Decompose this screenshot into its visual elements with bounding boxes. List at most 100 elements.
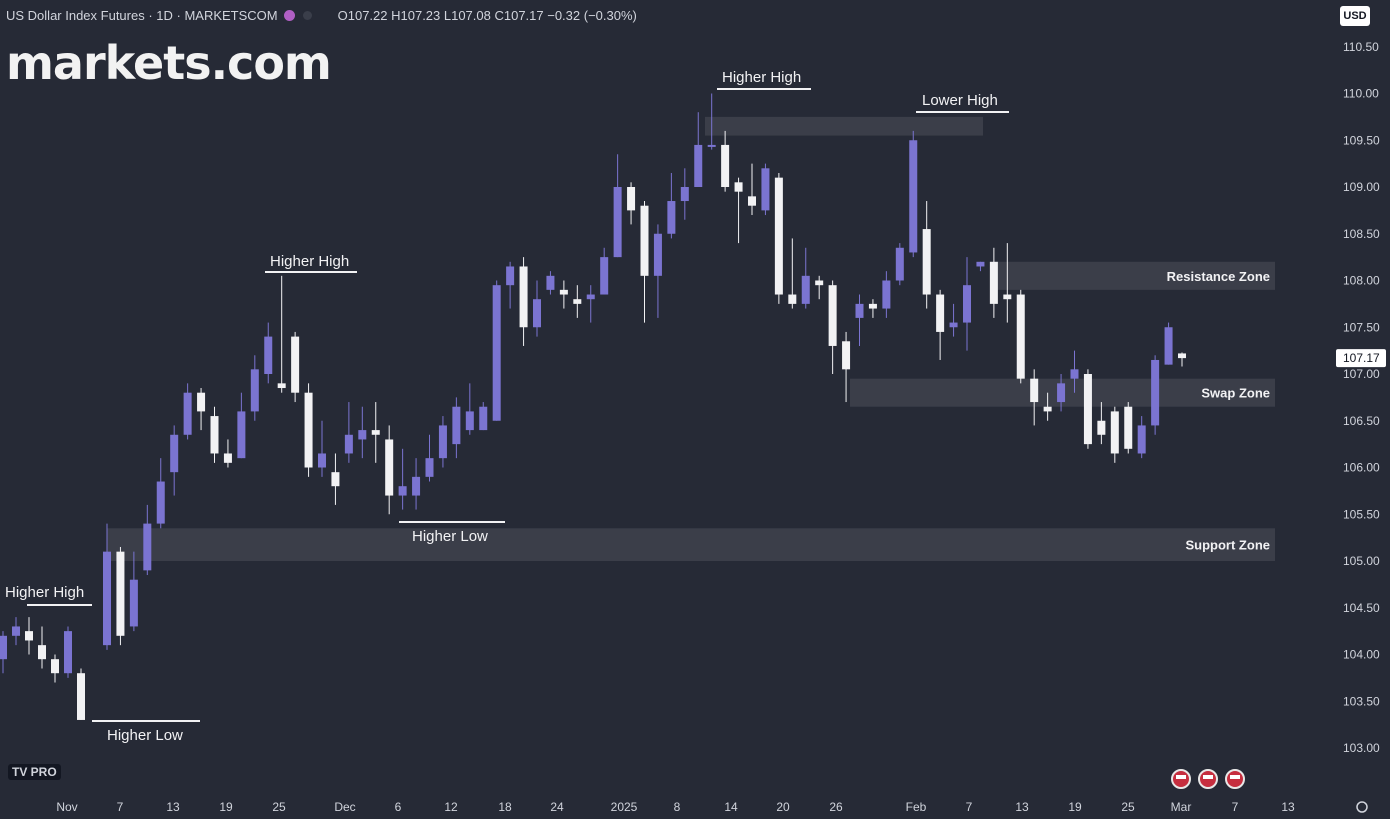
candle-body	[264, 336, 273, 374]
candle-body	[183, 392, 192, 435]
time-tick-label: 14	[724, 800, 738, 814]
candle-body	[788, 294, 797, 304]
candle-body	[412, 476, 421, 496]
tradingview-badge[interactable]: TV PRO	[8, 764, 61, 780]
candle-body	[1057, 383, 1066, 403]
gear-icon[interactable]	[1356, 801, 1368, 813]
candle-body	[842, 341, 851, 370]
candle-body	[868, 303, 877, 309]
candle-body	[103, 551, 111, 646]
candle-body	[12, 626, 20, 636]
zone-band	[990, 261, 1275, 290]
candle-body	[640, 205, 649, 276]
price-axis[interactable]: 103.00 103.50 104.00 104.50 105.00 105.50 106.…	[1336, 40, 1386, 755]
candle-body	[371, 430, 380, 435]
candle-body	[237, 411, 246, 459]
market-status-icon	[283, 10, 295, 21]
candle-body	[398, 486, 407, 496]
zone-label: Support Zone	[1186, 538, 1271, 553]
candle-body	[331, 472, 340, 487]
candle-body	[533, 299, 541, 328]
eye-icon[interactable]	[300, 9, 314, 22]
zones: Resistance Zone Swap Zone Support Zone	[107, 116, 1275, 561]
event-flag-stripe	[1230, 775, 1240, 779]
candle-body	[721, 144, 730, 187]
candle-body	[0, 635, 7, 660]
candle-body	[922, 229, 931, 295]
candle-body	[1070, 369, 1079, 379]
candle-body	[680, 187, 689, 202]
candle-body	[653, 233, 662, 276]
price-tick-label: 108.50	[1343, 227, 1380, 241]
candle-body	[1016, 294, 1025, 379]
candle-body	[64, 631, 72, 674]
currency-button[interactable]: USD	[1340, 6, 1370, 26]
candle-body	[506, 266, 515, 286]
candle-body	[1097, 420, 1106, 435]
candle-body	[304, 392, 313, 468]
candle-body	[815, 280, 824, 286]
candle-body	[1030, 378, 1039, 403]
candle-body	[385, 439, 394, 496]
candle-body	[909, 140, 918, 253]
ohlc-values: O107.22 H107.23 L107.08 C107.17 −0.32 (−…	[337, 8, 637, 23]
time-axis[interactable]: Nov 7 13 19 25 Dec 6 12 18 24 2025 8 14 20 26 Feb 7 13 19 2…	[56, 769, 1368, 814]
time-tick-label: 19	[1068, 800, 1082, 814]
time-tick-label: 6	[395, 800, 402, 814]
candle-body	[694, 144, 703, 187]
time-tick-label: 18	[498, 800, 512, 814]
candle-body	[197, 392, 206, 412]
price-tick-label: 103.00	[1343, 741, 1380, 755]
candle-body	[613, 187, 622, 258]
candle-body	[600, 257, 609, 295]
candle-body	[1137, 425, 1146, 454]
candle-body	[438, 425, 447, 459]
candle-body	[479, 406, 488, 431]
candle-body	[559, 289, 568, 295]
time-tick-label: 2025	[611, 800, 638, 814]
zone-label: Resistance Zone	[1167, 269, 1270, 284]
annotation-label: Higher High	[722, 69, 801, 86]
zone-band	[705, 116, 983, 136]
price-tick-label: 109.50	[1343, 133, 1380, 147]
candle-body	[277, 383, 286, 389]
time-tick-label: Mar	[1171, 800, 1192, 814]
candle-body	[707, 144, 716, 147]
price-tick-label: 107.00	[1343, 367, 1380, 381]
candle-body	[1178, 353, 1186, 359]
candle-body	[250, 369, 259, 412]
candle-body	[774, 177, 783, 295]
candle-body	[116, 551, 125, 636]
candle-body	[748, 196, 756, 206]
chart-header: US Dollar Index Futures · 1D · MARKETSCO…	[6, 8, 637, 23]
candle-body	[51, 659, 59, 674]
zone-band	[107, 528, 1275, 561]
candle-body	[627, 187, 636, 211]
time-tick-label: 25	[1121, 800, 1135, 814]
annotation-label: Higher Low	[412, 528, 488, 545]
price-tick-label: 109.00	[1343, 180, 1380, 194]
symbol-title[interactable]: US Dollar Index Futures · 1D · MARKETSCO…	[6, 8, 278, 23]
time-tick-label: 12	[444, 800, 458, 814]
time-tick-label: 13	[166, 800, 180, 814]
price-tick-label: 110.50	[1343, 40, 1379, 54]
candle-body	[156, 481, 165, 524]
candle-body	[143, 523, 152, 571]
candle-body	[882, 280, 891, 309]
candle-body	[1164, 327, 1173, 365]
candle-body	[492, 285, 501, 421]
time-tick-label: 25	[272, 800, 286, 814]
candle-body	[38, 645, 46, 660]
annotation-label: Higher Low	[107, 727, 183, 744]
annotation-label: Higher High	[270, 253, 349, 270]
price-tick-label: 110.00	[1343, 87, 1379, 101]
candle-body	[1043, 406, 1052, 412]
time-tick-label: 7	[966, 800, 973, 814]
time-tick-label: Nov	[56, 800, 77, 814]
candle-body	[358, 430, 367, 440]
candle-body	[1124, 406, 1133, 449]
time-tick-label: 20	[776, 800, 790, 814]
candle-body	[170, 434, 179, 473]
candle-body	[828, 285, 837, 346]
